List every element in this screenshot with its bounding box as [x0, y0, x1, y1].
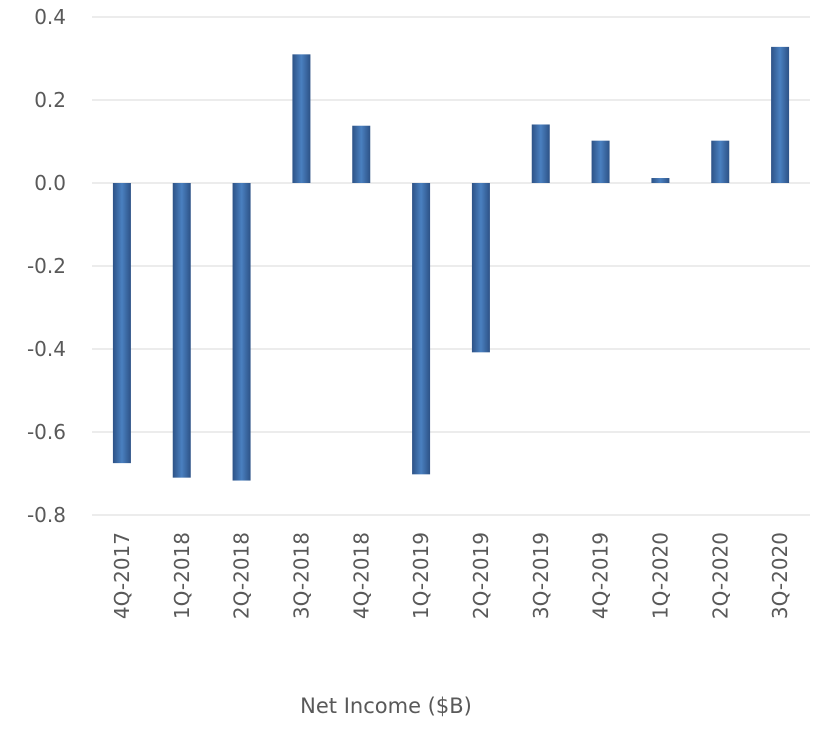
x-tick-label: 2Q-2018	[230, 532, 254, 619]
x-tick-label: 4Q-2017	[110, 532, 134, 619]
bar	[591, 140, 610, 183]
y-axis-tick-labels: 0.4 0.2 0.0 -0.2 -0.4 -0.6 -0.8	[27, 5, 66, 527]
bar	[292, 54, 311, 183]
x-tick-label: 1Q-2018	[170, 532, 194, 619]
bar	[172, 183, 191, 478]
x-tick-label: 2Q-2019	[469, 532, 493, 619]
y-tick-label: 0.0	[34, 171, 66, 195]
bar	[531, 124, 550, 183]
bar	[471, 183, 490, 353]
bar	[651, 178, 670, 183]
x-tick-label: 4Q-2018	[349, 532, 373, 619]
x-tick-label: 3Q-2019	[529, 532, 553, 619]
y-tick-label: -0.6	[27, 420, 66, 444]
x-tick-label: 1Q-2019	[409, 532, 433, 619]
bar	[771, 46, 790, 183]
x-tick-label: 1Q-2020	[648, 532, 672, 619]
y-tick-label: -0.4	[27, 337, 66, 361]
x-axis-tick-labels: 4Q-2017 1Q-2018 2Q-2018 3Q-2018 4Q-2018 1Q-20…	[110, 532, 792, 619]
y-tick-label: -0.8	[27, 503, 66, 527]
bar	[232, 183, 251, 481]
gridlines	[92, 16, 810, 516]
y-tick-label: 0.2	[34, 88, 66, 112]
y-tick-label: 0.4	[34, 5, 66, 29]
x-tick-label: 4Q-2019	[589, 532, 613, 619]
bar	[352, 125, 371, 183]
bar	[112, 183, 131, 464]
bar	[412, 183, 431, 475]
x-tick-label: 2Q-2020	[708, 532, 732, 619]
x-tick-label: 3Q-2018	[289, 532, 313, 619]
bar	[711, 140, 730, 183]
y-tick-label: -0.2	[27, 254, 66, 278]
x-tick-label: 3Q-2020	[768, 532, 792, 619]
x-axis-label: Net Income ($B)	[300, 694, 472, 718]
bars	[112, 46, 790, 481]
